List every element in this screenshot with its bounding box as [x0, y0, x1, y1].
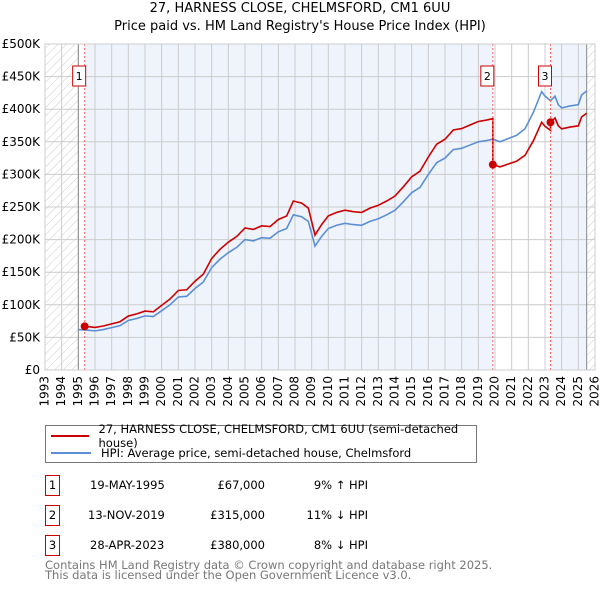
x-tick-label: 2018 [454, 376, 468, 407]
footer-line-2: This data is licensed under the Open Gov… [45, 568, 412, 582]
sale-price: £315,000 [210, 508, 265, 522]
sale-label: 2 [484, 70, 491, 83]
x-tick-label: 2013 [371, 376, 385, 407]
sale-price: £380,000 [210, 538, 265, 552]
x-tick-label: 1994 [54, 376, 68, 407]
x-tick-label: 2020 [488, 376, 502, 407]
hpi-line [78, 89, 588, 332]
legend-label-property: 27, HARNESS CLOSE, CHELMSFORD, CM1 6UU (… [98, 422, 459, 450]
x-tick-label: 2001 [171, 376, 185, 407]
sale-point [80, 322, 89, 331]
x-tick-label: 2021 [504, 376, 518, 407]
sale-label-box [480, 65, 495, 87]
x-tick-label: 1999 [138, 376, 152, 407]
legend: 27, HARNESS CLOSE, CHELMSFORD, CM1 6UU (… [45, 422, 477, 463]
x-tick-label: 2007 [271, 376, 285, 407]
x-tick-label: 2003 [204, 376, 218, 407]
y-tick-label: £500K [2, 37, 42, 51]
x-tick-label: 2011 [338, 376, 352, 407]
legend-label-hpi: HPI: Average price, semi-detached house,… [101, 446, 412, 460]
x-tick-label: 2004 [221, 376, 235, 407]
x-tick-label: 1998 [121, 376, 135, 407]
sale-badge: 3 [45, 535, 60, 556]
x-tick-label: 2014 [388, 376, 402, 407]
chart-title: 27, HARNESS CLOSE, CHELMSFORD, CM1 6UU [149, 1, 451, 16]
property-line [84, 112, 588, 329]
price-chart: 1993 1994 1995 1996 1997 1998 1999 2000 2001 2002… [2, 37, 600, 407]
x-tick-label: 2023 [538, 376, 552, 407]
x-tick-label: 1995 [71, 376, 85, 407]
sale-label-box [72, 65, 87, 87]
sale-badge: 2 [45, 505, 60, 526]
footer-line-1: Contains HM Land Registry data © Crown c… [45, 558, 493, 572]
sale-date: 13-NOV-2019 [88, 508, 165, 522]
y-tick-label: £350K [2, 135, 42, 149]
legend-swatch-property [51, 435, 89, 437]
sale-hpi-diff: 9% ↑ HPI [313, 478, 368, 492]
legend-item-property: 27, HARNESS CLOSE, CHELMSFORD, CM1 6UU (… [46, 422, 476, 450]
x-tick-label: 2016 [421, 376, 435, 407]
legend-swatch-hpi [51, 452, 91, 454]
x-tick-label: 2026 [588, 376, 600, 407]
chart-subtitle: Price paid vs. HM Land Registry's House … [114, 19, 486, 34]
x-tick-label: 2010 [321, 376, 335, 407]
y-tick-label: £100K [2, 298, 42, 312]
sale-date: 19-MAY-1995 [90, 478, 165, 492]
y-tick-label: £450K [2, 70, 42, 84]
x-tick-label: 2022 [521, 376, 535, 407]
x-tick-label: 2009 [304, 376, 318, 407]
footer: Contains HM Land Registry data © Crown c… [45, 558, 493, 582]
x-tick-label: 1993 [38, 376, 52, 407]
x-tick-label: 2005 [238, 376, 252, 407]
x-tick-label: 2015 [404, 376, 418, 407]
x-tick-label: 2019 [471, 376, 485, 407]
y-tick-label: £150K [2, 265, 42, 279]
y-tick-label: £50K [9, 330, 41, 344]
x-tick-label: 1996 [88, 376, 102, 407]
x-tick-label: 2024 [554, 376, 568, 407]
legend-item-hpi: HPI: Average price, semi-detached house,… [46, 445, 411, 461]
x-tick-label: 2017 [438, 376, 452, 407]
y-tick-label: £400K [2, 102, 42, 116]
sale-price: £67,000 [217, 478, 265, 492]
y-tick-label: £250K [2, 200, 42, 214]
x-tick-label: 2012 [354, 376, 368, 407]
sale-point [488, 160, 497, 169]
sale-label: 3 [542, 70, 549, 83]
y-tick-label: £300K [2, 167, 42, 181]
sale-label-box [538, 65, 552, 87]
x-tick-label: 2008 [288, 376, 302, 407]
sale-hpi-diff: 8% ↓ HPI [313, 538, 368, 552]
y-tick-label: £0 [25, 363, 40, 377]
sale-label: 1 [76, 70, 83, 83]
x-tick-label: 1997 [104, 376, 118, 407]
x-tick-label: 2000 [154, 376, 168, 407]
x-tick-label: 2002 [188, 376, 202, 407]
x-tick-label: 2025 [571, 376, 585, 407]
plot-border [44, 43, 596, 371]
x-tick-label: 2006 [254, 376, 268, 407]
sale-hpi-diff: 11% ↓ HPI [306, 508, 368, 522]
sale-date: 28-APR-2023 [90, 538, 165, 552]
y-tick-label: £200K [2, 233, 42, 247]
sale-point [546, 118, 555, 127]
sale-badge: 1 [45, 475, 60, 496]
